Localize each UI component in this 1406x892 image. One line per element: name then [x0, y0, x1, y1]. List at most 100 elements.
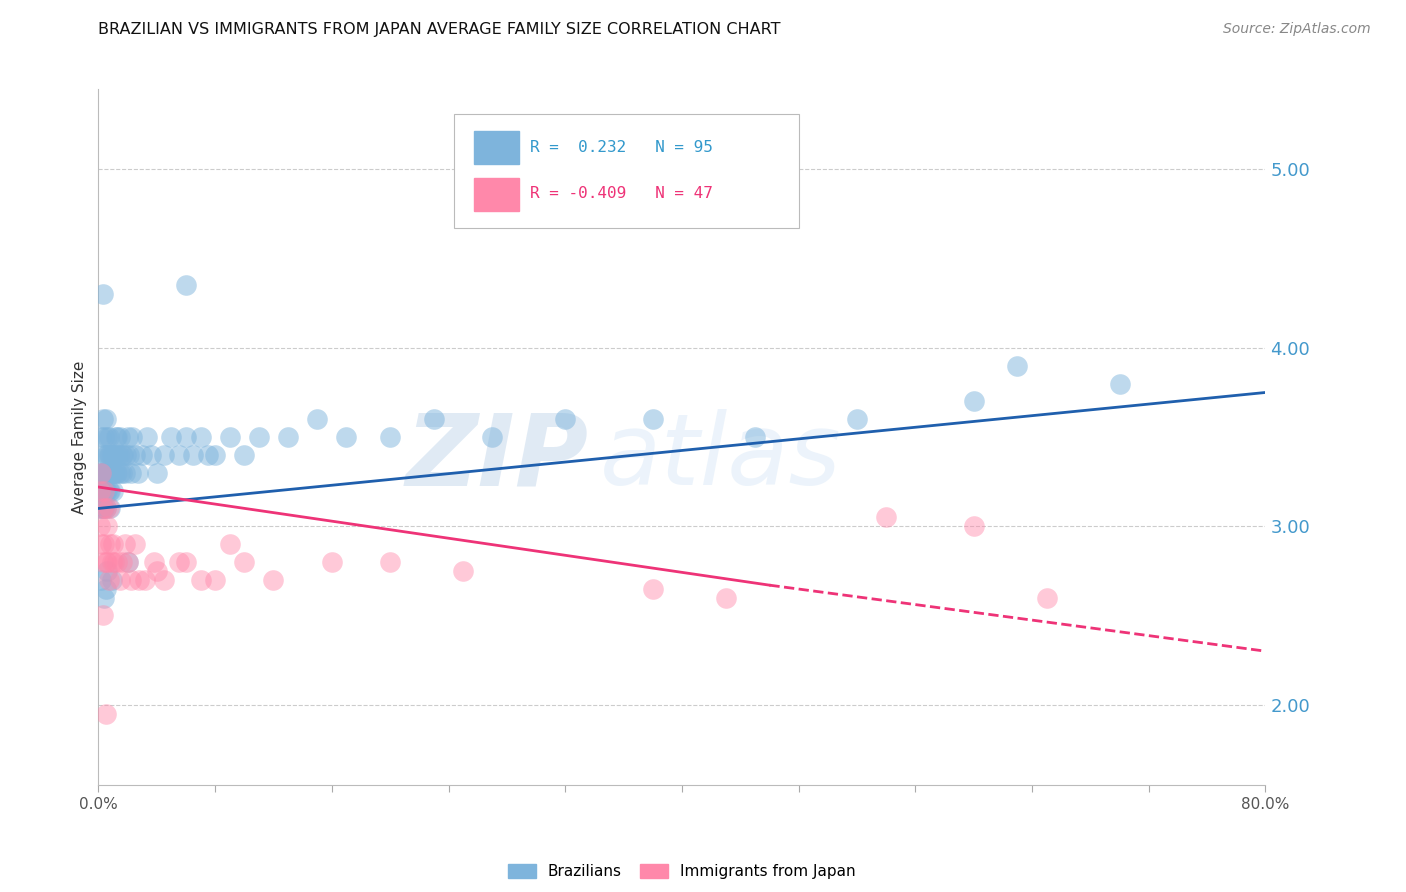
Point — [174, 555, 197, 569]
FancyBboxPatch shape — [454, 113, 799, 228]
Point — [111, 555, 134, 569]
Y-axis label: Average Family Size: Average Family Size — [72, 360, 87, 514]
Point — [97, 573, 120, 587]
Point — [90, 483, 112, 498]
Point — [262, 573, 284, 587]
Point — [124, 537, 146, 551]
Point — [120, 573, 142, 587]
Point — [128, 573, 150, 587]
Point — [90, 537, 112, 551]
Point — [153, 448, 176, 462]
Point — [744, 430, 766, 444]
Point — [218, 430, 240, 444]
Legend: Brazilians, Immigrants from Japan: Brazilians, Immigrants from Japan — [502, 858, 862, 885]
Point — [307, 412, 329, 426]
Point — [98, 501, 121, 516]
Point — [91, 287, 114, 301]
Point — [89, 466, 111, 480]
Point — [98, 466, 121, 480]
Point — [90, 430, 112, 444]
Point — [91, 448, 114, 462]
Point — [114, 466, 136, 480]
Point — [124, 448, 146, 462]
Point — [91, 412, 114, 426]
Point — [108, 448, 131, 462]
Point — [174, 278, 197, 293]
Point — [321, 555, 343, 569]
Point — [153, 573, 176, 587]
Point — [190, 430, 212, 444]
Point — [91, 466, 114, 480]
Point — [89, 483, 111, 498]
Point — [110, 466, 132, 480]
Point — [93, 501, 115, 516]
Point — [94, 412, 117, 426]
Point — [105, 466, 128, 480]
Point — [962, 519, 984, 533]
Point — [97, 483, 120, 498]
Point — [91, 501, 114, 516]
Point — [120, 466, 142, 480]
Point — [160, 430, 183, 444]
Point — [91, 555, 114, 569]
Point — [93, 591, 115, 605]
Text: BRAZILIAN VS IMMIGRANTS FROM JAPAN AVERAGE FAMILY SIZE CORRELATION CHART: BRAZILIAN VS IMMIGRANTS FROM JAPAN AVERA… — [98, 22, 780, 37]
Point — [89, 519, 111, 533]
Point — [481, 430, 503, 444]
Point — [101, 466, 124, 480]
Point — [378, 555, 402, 569]
Point — [96, 448, 118, 462]
Point — [641, 582, 664, 596]
Point — [100, 466, 122, 480]
Point — [423, 412, 446, 426]
Text: Source: ZipAtlas.com: Source: ZipAtlas.com — [1223, 22, 1371, 37]
Point — [139, 448, 162, 462]
Point — [641, 412, 664, 426]
Point — [117, 555, 139, 569]
Point — [111, 448, 134, 462]
Text: ZIP: ZIP — [405, 409, 589, 507]
Point — [90, 466, 112, 480]
Text: R =  0.232   N = 95: R = 0.232 N = 95 — [530, 140, 713, 155]
Point — [135, 430, 157, 444]
Point — [90, 466, 112, 480]
Bar — [474, 131, 519, 164]
Point — [247, 430, 270, 444]
Point — [96, 555, 118, 569]
Point — [97, 448, 120, 462]
Point — [93, 430, 115, 444]
Point — [218, 537, 240, 551]
Point — [94, 706, 117, 721]
Point — [190, 573, 212, 587]
Text: atlas: atlas — [600, 409, 842, 507]
Point — [845, 412, 868, 426]
Point — [94, 555, 117, 569]
Point — [142, 555, 165, 569]
Point — [94, 582, 117, 596]
Point — [98, 448, 121, 462]
Point — [146, 466, 169, 480]
Point — [96, 430, 118, 444]
Point — [94, 501, 117, 516]
Point — [378, 430, 402, 444]
Point — [93, 483, 115, 498]
Point — [105, 448, 128, 462]
Point — [94, 448, 117, 462]
Point — [174, 430, 197, 444]
Text: R = -0.409   N = 47: R = -0.409 N = 47 — [530, 186, 713, 201]
Point — [167, 555, 190, 569]
Point — [96, 564, 118, 578]
Point — [131, 448, 153, 462]
Point — [117, 555, 139, 569]
Point — [98, 537, 121, 551]
Point — [714, 591, 737, 605]
Point — [96, 519, 118, 533]
Point — [89, 483, 111, 498]
Point — [93, 466, 115, 480]
Point — [204, 448, 226, 462]
Point — [197, 448, 219, 462]
Point — [335, 430, 357, 444]
Point — [105, 430, 128, 444]
Point — [98, 483, 121, 498]
Point — [115, 448, 138, 462]
